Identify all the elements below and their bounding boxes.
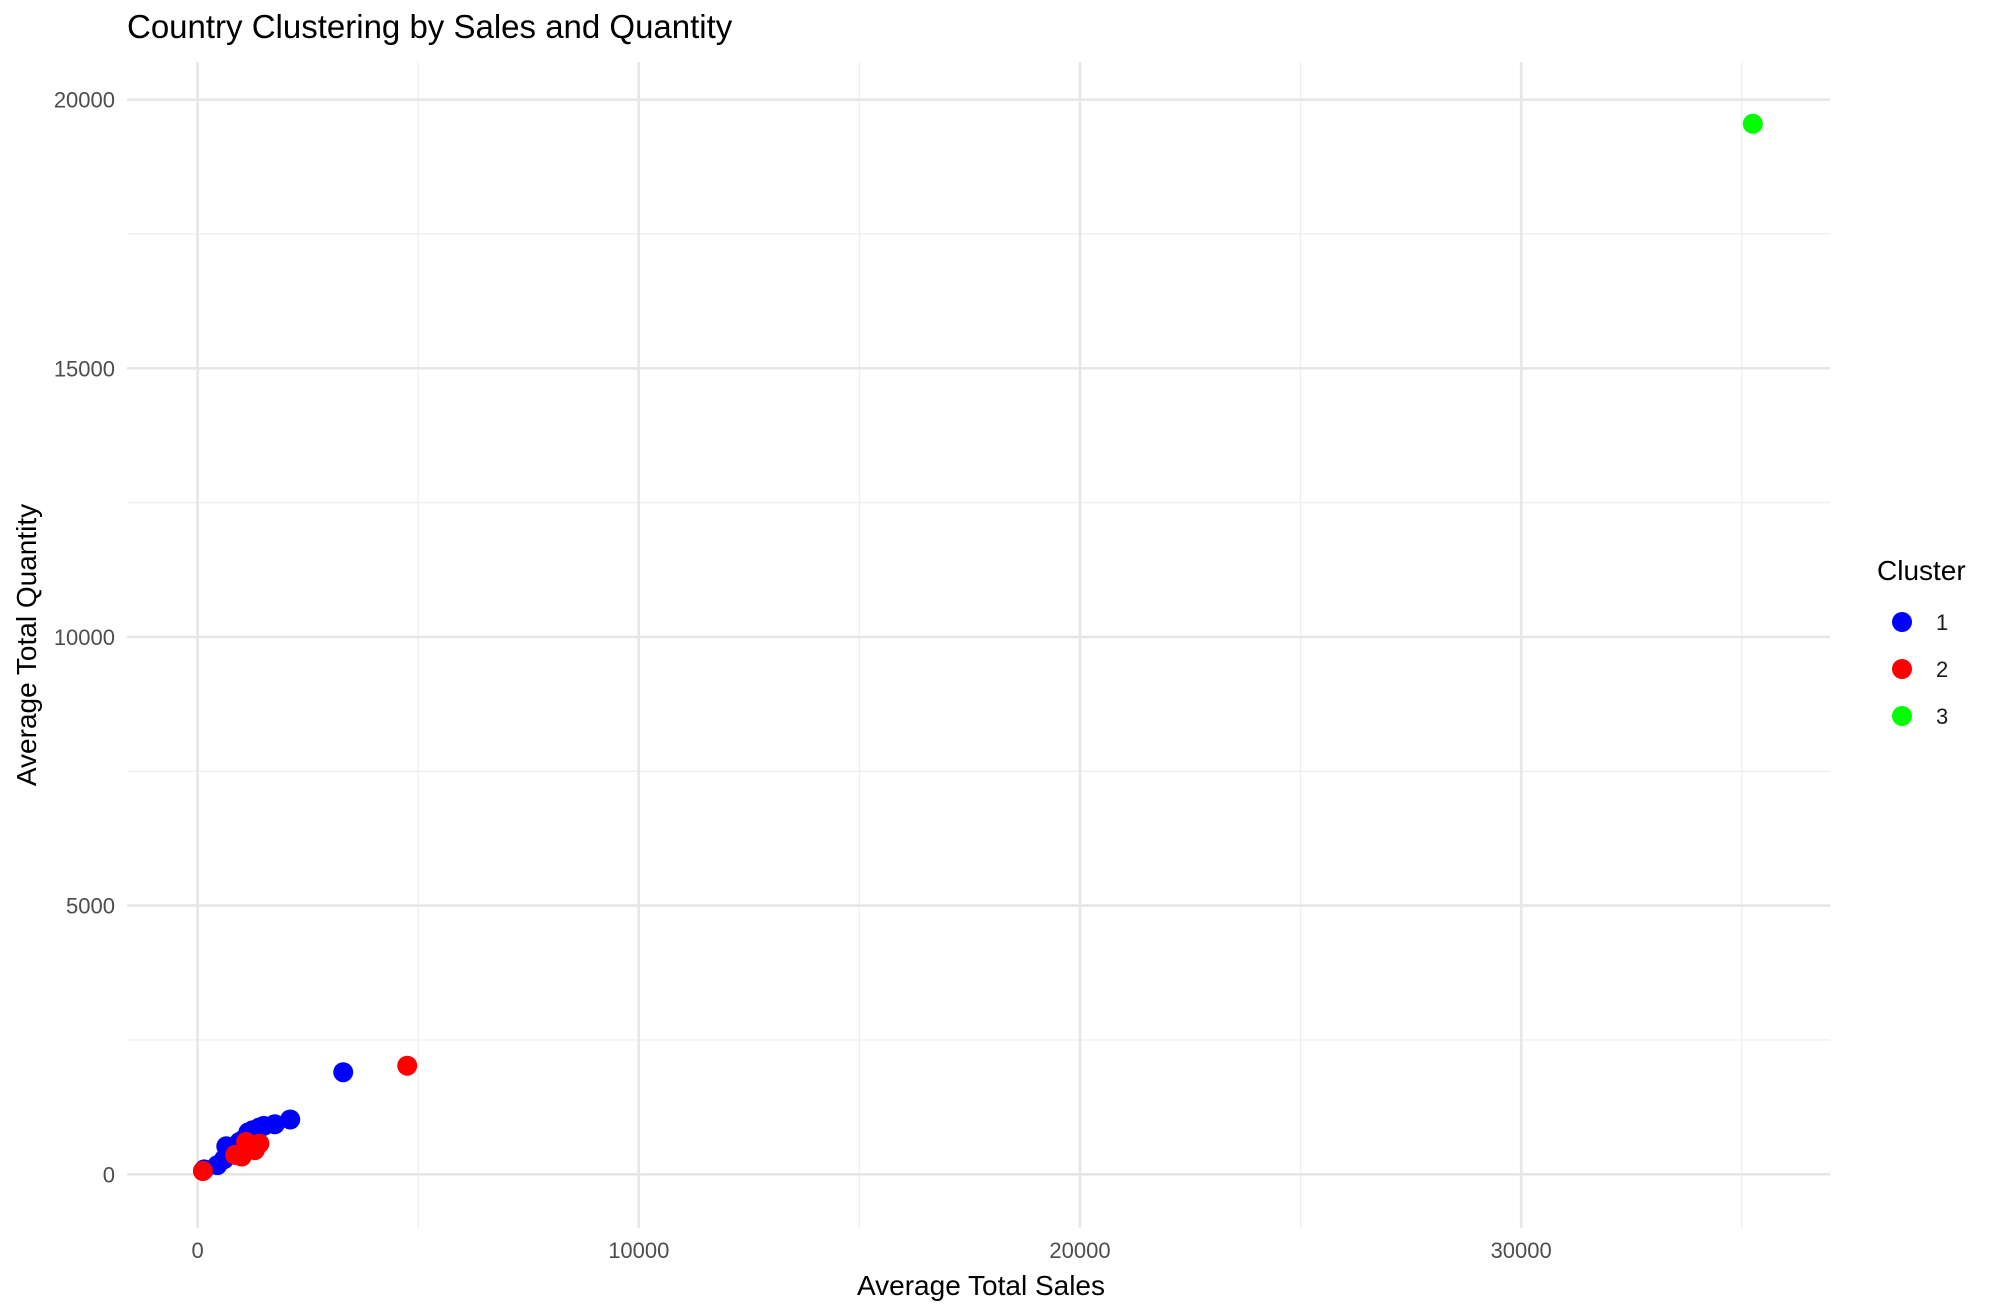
data-point-cluster-2	[397, 1055, 418, 1076]
x-axis-title: Average Total Sales	[857, 1270, 1105, 1301]
data-point-cluster-1	[333, 1062, 354, 1083]
y-tick-label: 0	[103, 1162, 115, 1187]
x-tick-label: 0	[191, 1238, 203, 1263]
y-tick-label: 20000	[54, 88, 115, 113]
legend-items: 1 2 3	[1892, 610, 1948, 729]
chart-title: Country Clustering by Sales and Quantity	[127, 8, 733, 45]
x-tick-label: 30000	[1491, 1238, 1552, 1263]
y-axis-ticks: 0 5000 10000 15000 20000	[54, 88, 115, 1188]
legend-label-cluster-3: 3	[1936, 704, 1948, 729]
data-point-cluster-1	[280, 1109, 301, 1130]
legend-key-cluster-2	[1892, 659, 1912, 679]
grid-lines	[127, 62, 1830, 1228]
data-point-cluster-1	[264, 1114, 285, 1135]
legend: Cluster 1 2 3	[1877, 555, 1966, 729]
data-point-cluster-3	[1742, 113, 1763, 134]
x-axis-ticks: 0 10000 20000 30000	[191, 1238, 1551, 1263]
data-point-cluster-2	[192, 1161, 213, 1181]
data-points	[192, 113, 1763, 1181]
legend-label-cluster-2: 2	[1936, 657, 1948, 682]
x-tick-label: 20000	[1049, 1238, 1110, 1263]
y-tick-label: 15000	[54, 356, 115, 381]
y-axis-title: Average Total Quantity	[11, 504, 42, 786]
legend-title: Cluster	[1877, 555, 1966, 586]
x-tick-label: 10000	[608, 1238, 669, 1263]
y-tick-label: 5000	[66, 894, 115, 919]
y-tick-label: 10000	[54, 625, 115, 650]
legend-key-cluster-3	[1892, 706, 1912, 726]
data-point-cluster-2	[249, 1133, 270, 1154]
legend-key-cluster-1	[1892, 612, 1912, 632]
legend-label-cluster-1: 1	[1936, 610, 1948, 635]
